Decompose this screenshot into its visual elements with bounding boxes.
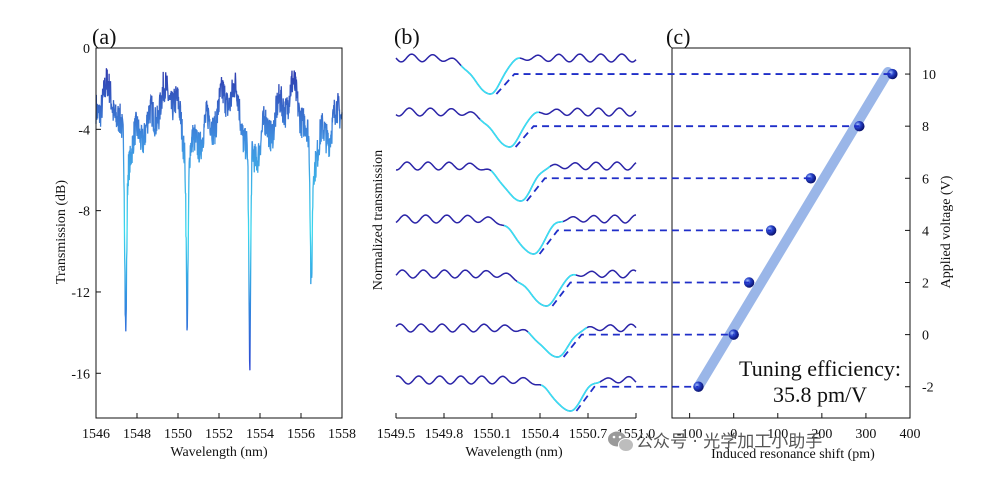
- watermark-text: 公众号 · 光学加工小助手: [636, 432, 822, 452]
- connector-dashed-line: [526, 177, 811, 202]
- connector-dashed-line: [514, 125, 860, 148]
- panel-c-fit-line: [693, 66, 893, 392]
- panel-c-label: (c): [666, 24, 690, 49]
- panel-a-ticks: 1546 1548 1550 1552 1554 1556 1558 0 -4 -8 -12 -16: [71, 42, 356, 442]
- transmission-spectrum-line: [95, 68, 343, 371]
- y-tick-label: -8: [78, 205, 90, 220]
- x-tick-label: 0: [730, 427, 737, 442]
- x-tick-label: 1550.4: [521, 427, 560, 442]
- panel-c-xlabel: Induced resonance shift (pm): [711, 447, 875, 462]
- connector-dashed-line: [495, 73, 893, 95]
- spectrum-dip-highlight: [479, 111, 540, 148]
- x-tick-label: 1546: [82, 427, 110, 442]
- x-tick-label: 400: [900, 427, 921, 442]
- panel-a-xlabel: Wavelength (nm): [170, 445, 268, 460]
- y-tick-label: 6: [922, 172, 929, 187]
- panel-b-label: (b): [394, 24, 420, 49]
- spectrum-dip-highlight: [503, 220, 564, 255]
- connector-dashed-line: [538, 229, 772, 255]
- x-tick-label: 1556: [287, 427, 315, 442]
- y-tick-label: -12: [71, 286, 90, 301]
- x-tick-label: -100: [677, 427, 703, 442]
- x-tick-label: 100: [767, 427, 788, 442]
- x-tick-label: 200: [811, 427, 832, 442]
- panel-c-ylabel: Applied voltage (V): [939, 175, 954, 288]
- spectrum-dip-highlight: [460, 57, 520, 95]
- panel-c-frame: [671, 47, 911, 419]
- connector-dashed-line: [551, 281, 750, 307]
- y-tick-label: -2: [922, 381, 934, 396]
- panel-c-ticks: -100 0 100 200 300 400 -2 0 2 4 6 8 10: [677, 68, 936, 442]
- y-tick-label: 2: [922, 277, 929, 292]
- connector-dashed-line: [575, 385, 699, 412]
- panel-b-ylabel: Normalized transmission: [371, 150, 386, 290]
- x-tick-label: 1550.7: [569, 427, 608, 442]
- x-tick-label: 1552: [205, 427, 233, 442]
- panel-a: (a) 1546 1548 1550 1552 1554 1556 1558 0 -4 -8 -12…: [54, 24, 356, 460]
- watermark: 公众号 · 光学加工小助手: [608, 431, 822, 452]
- spectrum-dip-highlight: [527, 326, 588, 358]
- spectrum-dip-highlight: [540, 381, 601, 412]
- y-tick-label: -16: [71, 367, 90, 382]
- x-tick-label: 300: [855, 427, 876, 442]
- x-tick-label: 1550.1: [473, 427, 512, 442]
- y-tick-label: -4: [78, 123, 90, 138]
- spectrum-trace: [395, 214, 637, 255]
- panel-b-ticks: 1549.5 1549.8 1550.1 1550.4 1550.7 1551.0: [377, 413, 655, 442]
- x-tick-label: 1549.8: [425, 427, 464, 442]
- spectrum-trace: [395, 269, 637, 307]
- y-tick-label: 0: [83, 42, 90, 57]
- panel-b: (b) 1549.5 1549.8 1550.1 1550.4 1550.7 1551.0…: [371, 24, 655, 460]
- data-point: [887, 68, 898, 80]
- x-tick-label: 1558: [328, 427, 356, 442]
- x-tick-label: 1554: [246, 427, 274, 442]
- wechat-icon: [608, 431, 634, 452]
- y-tick-label: 8: [922, 120, 929, 135]
- panel-a-plot: [95, 68, 343, 371]
- spectrum-dip-highlight: [490, 165, 551, 202]
- panel-b-plot: [395, 53, 637, 412]
- connector-lines: [495, 73, 893, 412]
- tuning-efficiency-label: Tuning efficiency:: [739, 356, 901, 381]
- x-tick-label: 1550: [164, 427, 192, 442]
- linear-fit-line: [693, 66, 893, 392]
- connector-dashed-line: [562, 333, 734, 358]
- y-tick-label: 0: [922, 329, 929, 344]
- x-tick-label: 1549.5: [377, 427, 416, 442]
- x-tick-label: 1548: [123, 427, 151, 442]
- tuning-efficiency-value: 35.8 pm/V: [773, 382, 867, 407]
- spectrum-trace: [395, 375, 637, 412]
- spectrum-dip-highlight: [516, 273, 577, 307]
- y-tick-label: 10: [922, 68, 936, 83]
- spectrum-trace: [395, 323, 637, 358]
- y-tick-label: 4: [922, 224, 929, 239]
- data-point: [805, 173, 817, 184]
- panel-a-label: (a): [92, 24, 116, 49]
- panel-b-xlabel: Wavelength (nm): [465, 445, 563, 460]
- spectrum-trace: [395, 161, 637, 202]
- panel-a-ylabel: Transmission (dB): [54, 180, 69, 284]
- panel-c: (c) -100 0 100 200 300 400 -2 0 2 4 6 8 10 Induced r…: [666, 24, 954, 462]
